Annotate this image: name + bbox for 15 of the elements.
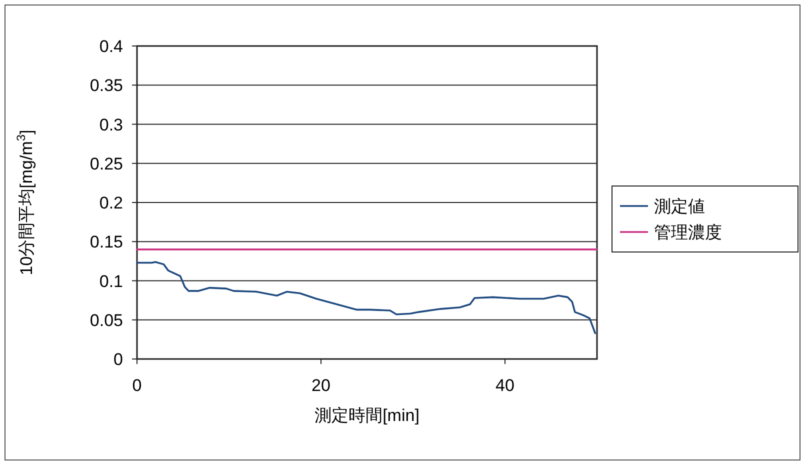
x-axis-title: 測定時間[min] (314, 406, 420, 425)
legend-label: 管理濃度 (654, 223, 722, 242)
y-tick-label: 0.2 (99, 194, 123, 212)
y-tick-label: 0.3 (99, 115, 123, 134)
y-tick-label: 0.05 (90, 310, 123, 330)
legend-label: 測定値 (654, 197, 705, 216)
x-tick-label: 20 (312, 376, 330, 395)
y-tick-label: 0.25 (90, 154, 123, 174)
y-tick-label: 0.4 (99, 37, 123, 56)
y-tick-label: 0.15 (90, 232, 123, 252)
y-tick-label: 0.1 (99, 272, 123, 291)
y-tick-label: 0 (114, 350, 123, 369)
x-tick-label: 40 (496, 376, 514, 395)
x-tick-label: 0 (132, 376, 142, 395)
y-tick-label: 0.35 (90, 76, 123, 96)
